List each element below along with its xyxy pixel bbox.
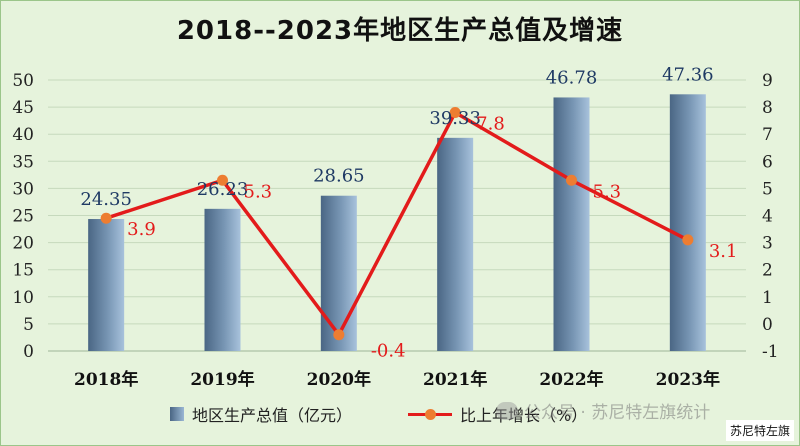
bar	[88, 219, 125, 351]
chart-title: 2018--2023年地区生产总值及增速	[176, 16, 624, 46]
legend-item-bar[interactable]: 地区生产总值（亿元）	[170, 402, 352, 426]
left-tick-label: 20	[12, 234, 34, 254]
bar-value-label: 47.36	[662, 64, 714, 85]
wechat-icon	[496, 401, 518, 420]
right-tick-label: 0	[762, 315, 773, 335]
right-tick-label: 1	[762, 288, 773, 308]
right-tick-label: -1	[762, 342, 779, 362]
bar-value-label: 26.23	[197, 179, 249, 200]
bar-value-label: 24.35	[80, 189, 132, 210]
line-value-label: 3.1	[709, 241, 738, 262]
line-value-labels: 3.9 5.3 -0.4 7.8 5.3 3.1	[127, 114, 737, 362]
line-marker	[333, 329, 345, 341]
right-tick-label: 2	[762, 261, 773, 281]
category-labels: 2018年 2019年 2020年 2021年 2022年 2023年	[74, 369, 720, 390]
left-tick-label: 5	[23, 315, 34, 335]
category-label: 2018年	[74, 369, 138, 390]
gridlines	[48, 79, 746, 352]
line-value-label: 7.8	[476, 114, 505, 135]
legend-bar-label: 地区生产总值（亿元）	[192, 406, 353, 425]
right-tick-label: 4	[762, 207, 773, 227]
bar-value-label: 28.65	[313, 166, 365, 187]
legend-line-swatch	[408, 407, 453, 421]
source-badge: 苏尼特左旗	[725, 420, 794, 441]
growth-line	[105, 110, 689, 337]
bar-value-label: 39.33	[429, 108, 481, 129]
watermark-text: 公众号 · 苏尼特左旗统计	[524, 403, 711, 423]
legend-item-line[interactable]: 比上年增长（%）	[408, 402, 587, 426]
line-value-label: -0.4	[371, 341, 406, 362]
category-label: 2020年	[307, 369, 371, 390]
bar	[437, 137, 474, 351]
line-value-label: 5.3	[593, 181, 622, 202]
category-label: 2021年	[423, 369, 487, 390]
line-marker	[566, 174, 577, 186]
line-marker	[682, 234, 694, 246]
category-label: 2023年	[656, 369, 720, 390]
legend-line-label: 比上年增长（%）	[460, 406, 588, 425]
bar	[669, 94, 706, 351]
right-tick-label: 3	[762, 234, 773, 254]
left-axis-ticks: 0 5 10 15 20 25 30 35 40 45 50	[12, 71, 34, 362]
left-tick-label: 15	[12, 261, 34, 281]
left-tick-label: 10	[12, 288, 34, 308]
left-tick-label: 35	[12, 152, 34, 172]
right-tick-label: 6	[762, 152, 773, 172]
line-marker	[449, 107, 461, 119]
right-tick-label: 5	[762, 179, 773, 199]
watermark: 公众号 · 苏尼特左旗统计	[496, 398, 710, 423]
left-tick-label: 40	[12, 125, 34, 145]
right-tick-label: 7	[762, 125, 773, 145]
right-axis-ticks: -1 0 1 2 3 4 5 6 7 8 9	[762, 71, 779, 362]
bar	[204, 208, 241, 351]
line-marker	[100, 212, 112, 224]
legend-bar-swatch	[170, 407, 184, 421]
legend: 地区生产总值（亿元） 比上年增长（%）	[170, 402, 587, 426]
bar	[553, 97, 590, 352]
left-tick-label: 30	[12, 179, 34, 199]
line-value-label: 3.9	[127, 219, 156, 240]
category-label: 2022年	[539, 369, 603, 390]
bar-series	[88, 94, 706, 352]
line-marker	[217, 174, 228, 186]
left-tick-label: 0	[23, 342, 34, 362]
line-value-label: 5.3	[244, 181, 273, 202]
left-tick-label: 45	[12, 98, 34, 118]
bar	[320, 195, 357, 351]
line-series	[100, 107, 694, 341]
right-tick-label: 9	[762, 71, 773, 91]
left-tick-label: 25	[12, 207, 34, 227]
bar-value-label: 46.78	[546, 67, 598, 88]
right-tick-label: 8	[762, 98, 773, 118]
category-label: 2019年	[190, 369, 254, 390]
bar-value-labels: 24.35 26.23 28.65 39.33 46.78 47.36	[80, 64, 713, 210]
left-tick-label: 50	[12, 71, 34, 91]
